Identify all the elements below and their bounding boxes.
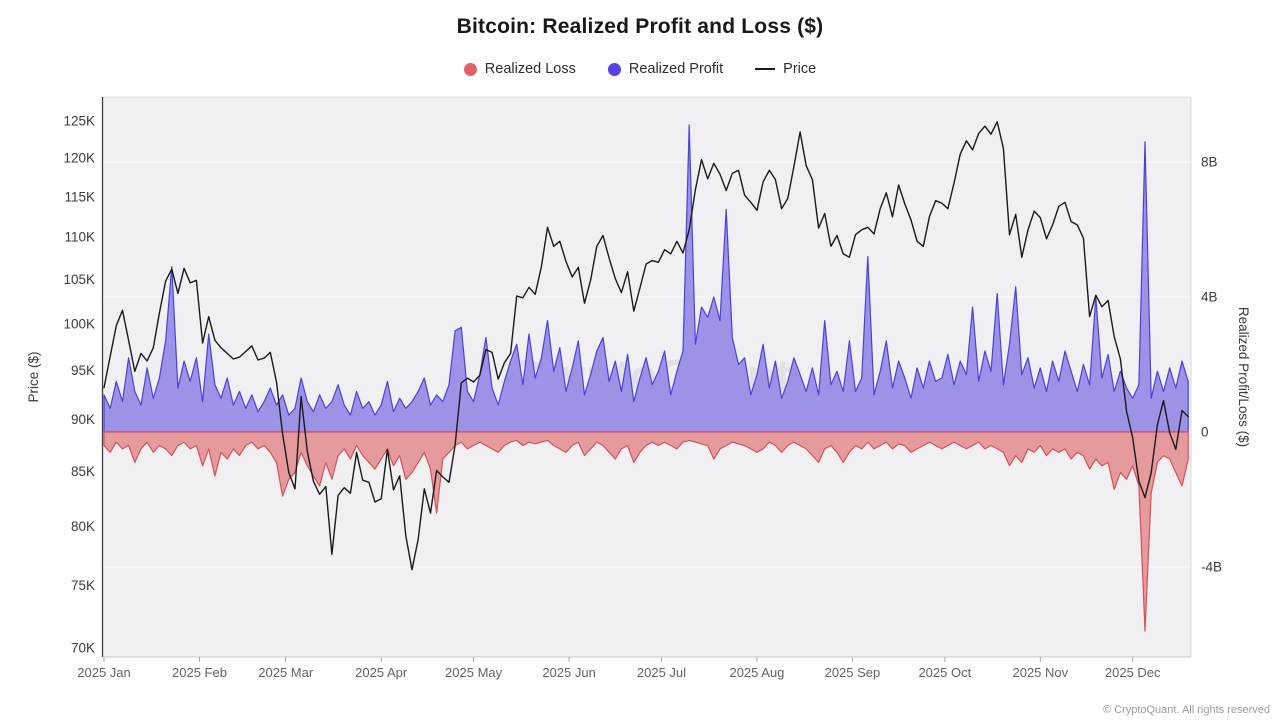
pl-axis-title: Realized Profit/Loss ($) xyxy=(1236,307,1251,447)
price-tick-label: 105K xyxy=(63,272,95,287)
month-tick-label: 2025 Nov xyxy=(1012,665,1068,680)
month-tick-label: 2025 Mar xyxy=(258,665,314,680)
price-line-icon xyxy=(755,68,776,70)
realized-profit-dot-icon xyxy=(607,62,621,76)
legend-label-realized-loss: Realized Loss xyxy=(484,61,576,77)
copyright: © CryptoQuant. All rights reserved xyxy=(1102,704,1270,716)
realized-loss-dot-icon xyxy=(463,62,477,76)
price-line xyxy=(103,121,1189,571)
month-tick-label: 2025 Oct xyxy=(918,665,971,680)
page-title: Bitcoin: Realized Profit and Loss ($) xyxy=(456,15,824,38)
month-tick-label: 2025 Aug xyxy=(729,665,784,680)
pl-tick-label: 8B xyxy=(1201,155,1218,170)
pl-tick-label: -4B xyxy=(1201,560,1222,575)
price-tick-label: 110K xyxy=(64,230,95,245)
legend: Realized Loss Realized Profit Price xyxy=(0,61,1280,77)
price-tick-label: 85K xyxy=(71,464,95,479)
month-tick-label: 2025 Feb xyxy=(172,665,227,680)
price-tick-label: 80K xyxy=(71,519,95,534)
pl-tick-label: 4B xyxy=(1201,290,1218,305)
legend-label-realized-profit: Realized Profit xyxy=(628,61,724,77)
month-tick-label: 2025 Sep xyxy=(825,665,881,680)
month-tick-label: 2025 Jul xyxy=(637,665,686,680)
month-tick-label: 2025 Dec xyxy=(1105,665,1161,680)
legend-item-realized-loss[interactable]: Realized Loss xyxy=(463,61,576,77)
price-tick-label: 95K xyxy=(71,363,95,378)
price-tick-label: 100K xyxy=(63,316,95,331)
month-tick-label: 2025 Jan xyxy=(77,665,131,680)
month-tick-label: 2025 Apr xyxy=(355,665,408,680)
price-tick-label: 90K xyxy=(71,412,95,427)
realized-loss-area xyxy=(103,431,1189,632)
month-tick-label: 2025 May xyxy=(445,665,503,680)
month-tick-label: 2025 Jun xyxy=(542,665,596,680)
price-tick-label: 125K xyxy=(63,114,95,129)
price-axis-title: Price ($) xyxy=(26,351,41,402)
legend-item-realized-profit[interactable]: Realized Profit xyxy=(607,61,724,77)
realized-profit-area xyxy=(103,124,1189,433)
pl-tick-label: 0 xyxy=(1201,425,1209,440)
price-tick-label: 70K xyxy=(71,641,95,656)
price-tick-label: 75K xyxy=(71,578,95,593)
price-tick-label: 115K xyxy=(64,189,95,204)
legend-item-price[interactable]: Price xyxy=(755,61,816,77)
price-tick-label: 120K xyxy=(63,151,95,166)
legend-label-price: Price xyxy=(783,61,817,77)
